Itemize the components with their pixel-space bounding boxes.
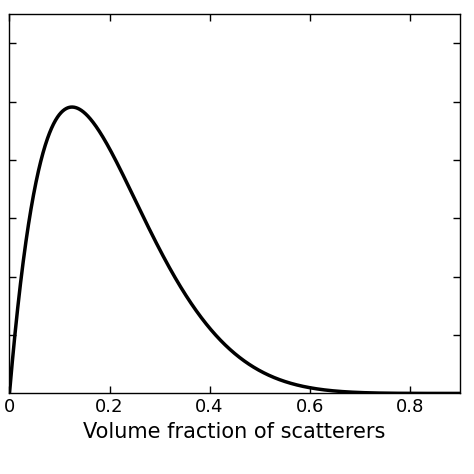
X-axis label: Volume fraction of scatterers: Volume fraction of scatterers bbox=[83, 422, 386, 442]
